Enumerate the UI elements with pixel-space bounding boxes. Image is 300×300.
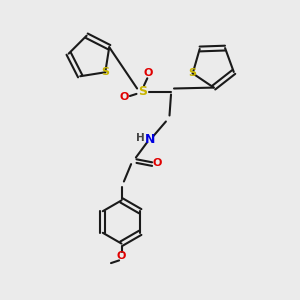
Text: O: O <box>119 92 129 103</box>
Text: S: S <box>189 68 197 78</box>
Text: O: O <box>153 158 162 169</box>
Text: S: S <box>138 85 147 98</box>
Text: O: O <box>143 68 153 78</box>
Text: H: H <box>136 133 145 143</box>
Text: N: N <box>145 133 155 146</box>
Text: S: S <box>101 67 109 77</box>
Text: O: O <box>117 251 126 261</box>
